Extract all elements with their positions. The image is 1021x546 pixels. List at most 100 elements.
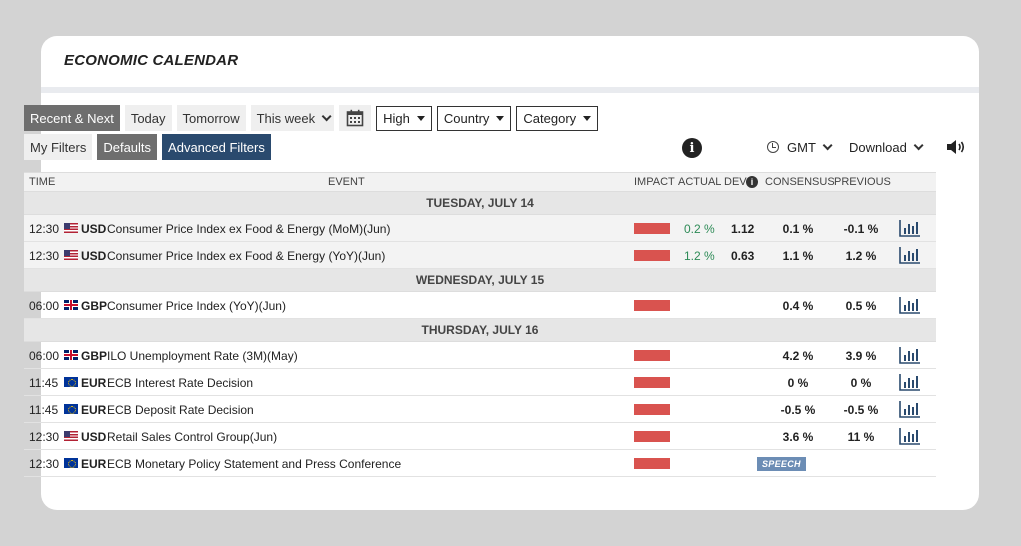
download-label: Download <box>849 139 907 155</box>
event-name[interactable]: ECB Interest Rate Decision <box>107 376 254 390</box>
event-name[interactable]: ECB Deposit Rate Decision <box>107 403 254 417</box>
flag-cross <box>64 354 78 356</box>
bar-chart-icon[interactable] <box>899 373 921 391</box>
event-name[interactable]: ILO Unemployment Rate (3M)(May) <box>107 349 298 363</box>
this-week-dropdown[interactable]: This week <box>250 105 335 131</box>
event-previous: -0.5 % <box>843 403 879 417</box>
country-filter-select[interactable]: Country <box>436 105 512 131</box>
table-row[interactable]: 11:45 EUR ECB Interest Rate Decision 0 % 0 % <box>24 369 936 396</box>
bar-chart-icon[interactable] <box>899 427 921 445</box>
info-icon[interactable]: i <box>682 138 702 158</box>
my-filters-button[interactable]: My Filters <box>24 134 93 160</box>
caret-down-icon <box>416 115 425 121</box>
event-time: 12:30 <box>29 249 60 263</box>
table-row[interactable]: 12:30 USD Retail Sales Control Group(Jun) 3… <box>24 423 936 450</box>
event-actual: 1.2 % <box>684 249 715 263</box>
table-header: TIME EVENT IMPACT ACTUAL DEV i CONSENSUS… <box>24 172 936 192</box>
impact-high-bar <box>634 223 670 234</box>
col-consensus: CONSENSUS <box>765 176 835 188</box>
category-filter-select[interactable]: Category <box>516 105 599 131</box>
flag-cross <box>64 304 78 306</box>
table-row[interactable]: 06:00 GBP Consumer Price Index (YoY)(Jun) 0… <box>24 292 936 319</box>
col-actual: ACTUAL <box>678 176 722 188</box>
clock-icon <box>767 141 779 153</box>
divider <box>41 87 979 93</box>
table-row[interactable]: 12:30 USD Consumer Price Index ex Food & E… <box>24 215 936 242</box>
eu-flag-icon <box>64 377 78 387</box>
event-previous: 0 % <box>850 376 872 390</box>
table-row[interactable]: 06:00 GBP ILO Unemployment Rate (3M)(May) 4… <box>24 342 936 369</box>
col-previous: PREVIOUS <box>834 176 891 188</box>
dev-info-icon[interactable]: i <box>746 176 758 188</box>
event-name[interactable]: Retail Sales Control Group(Jun) <box>107 430 278 444</box>
caret-down-icon <box>583 115 592 121</box>
event-previous: 3.9 % <box>845 349 877 363</box>
event-time: 11:45 <box>29 376 59 390</box>
bar-chart-icon[interactable] <box>899 246 921 264</box>
col-time: TIME <box>29 176 56 188</box>
event-consensus: -0.5 % <box>780 403 816 417</box>
defaults-button[interactable]: Defaults <box>97 134 158 160</box>
advanced-filters-button[interactable]: Advanced Filters <box>162 134 271 160</box>
calendar-icon <box>346 109 364 127</box>
day-header: TUESDAY, JULY 14 <box>24 192 936 215</box>
event-previous: 0.5 % <box>845 299 877 313</box>
event-currency: GBP <box>81 299 108 313</box>
table-row[interactable]: 12:30 EUR ECB Monetary Policy Statement an… <box>24 450 936 477</box>
bar-chart-icon[interactable] <box>899 346 921 364</box>
impact-high-bar <box>634 300 670 311</box>
event-consensus: 1.1 % <box>782 249 814 263</box>
table-row[interactable]: 11:45 EUR ECB Deposit Rate Decision -0.5 % -… <box>24 396 936 423</box>
event-time: 06:00 <box>29 349 60 363</box>
filter-bar: Recent & Next Today Tomorrow This week H… <box>24 105 603 131</box>
event-time: 12:30 <box>29 430 60 444</box>
impact-filter-label: High <box>383 110 410 126</box>
event-time: 12:30 <box>29 222 60 236</box>
impact-high-bar <box>634 350 670 361</box>
event-currency: USD <box>81 249 107 263</box>
recent-next-button[interactable]: Recent & Next <box>24 105 120 131</box>
caret-down-icon <box>496 115 505 121</box>
event-consensus: 0.4 % <box>782 299 814 313</box>
impact-filter-select[interactable]: High <box>376 105 432 131</box>
tomorrow-button[interactable]: Tomorrow <box>176 105 246 131</box>
event-time: 12:30 <box>29 457 60 471</box>
this-week-label: This week <box>256 110 316 126</box>
event-name[interactable]: Consumer Price Index (YoY)(Jun) <box>107 299 286 313</box>
gb-flag-icon <box>64 350 78 360</box>
download-dropdown[interactable]: Download <box>849 134 924 160</box>
event-currency: EUR <box>81 376 107 390</box>
table-body: TUESDAY, JULY 14 12:30 USD Consumer Price I… <box>24 192 936 477</box>
event-previous: 1.2 % <box>845 249 877 263</box>
event-deviation: 0.63 <box>731 249 755 263</box>
event-name[interactable]: Consumer Price Index ex Food & Energy (M… <box>107 222 391 236</box>
country-filter-label: Country <box>443 110 490 126</box>
day-header: THURSDAY, JULY 16 <box>24 319 936 342</box>
event-previous: 11 % <box>847 430 875 444</box>
sound-toggle[interactable] <box>945 134 967 160</box>
event-name[interactable]: Consumer Price Index ex Food & Energy (Y… <box>107 249 386 263</box>
page-title: ECONOMIC CALENDAR <box>64 52 239 69</box>
event-currency: USD <box>81 430 107 444</box>
event-name[interactable]: ECB Monetary Policy Statement and Press … <box>107 457 402 471</box>
col-event: EVENT <box>328 176 365 188</box>
us-flag-icon <box>64 431 78 441</box>
timezone-dropdown[interactable]: GMT <box>767 134 833 160</box>
bar-chart-icon[interactable] <box>899 219 921 237</box>
today-button[interactable]: Today <box>124 105 172 131</box>
event-time: 11:45 <box>29 403 59 417</box>
speech-badge: SPEECH <box>757 457 806 471</box>
col-dev: DEV <box>724 176 747 188</box>
eu-flag-icon <box>64 404 78 414</box>
col-impact: IMPACT <box>634 176 675 188</box>
table-row[interactable]: 12:30 USD Consumer Price Index ex Food & E… <box>24 242 936 269</box>
bar-chart-icon[interactable] <box>899 400 921 418</box>
calendar-button[interactable] <box>339 105 372 131</box>
event-actual: 0.2 % <box>684 222 715 236</box>
bar-chart-icon[interactable] <box>899 296 921 314</box>
event-consensus: 0 % <box>787 376 809 390</box>
us-flag-icon <box>64 223 78 233</box>
category-filter-label: Category <box>523 110 577 126</box>
impact-high-bar <box>634 404 670 415</box>
impact-high-bar <box>634 250 670 261</box>
